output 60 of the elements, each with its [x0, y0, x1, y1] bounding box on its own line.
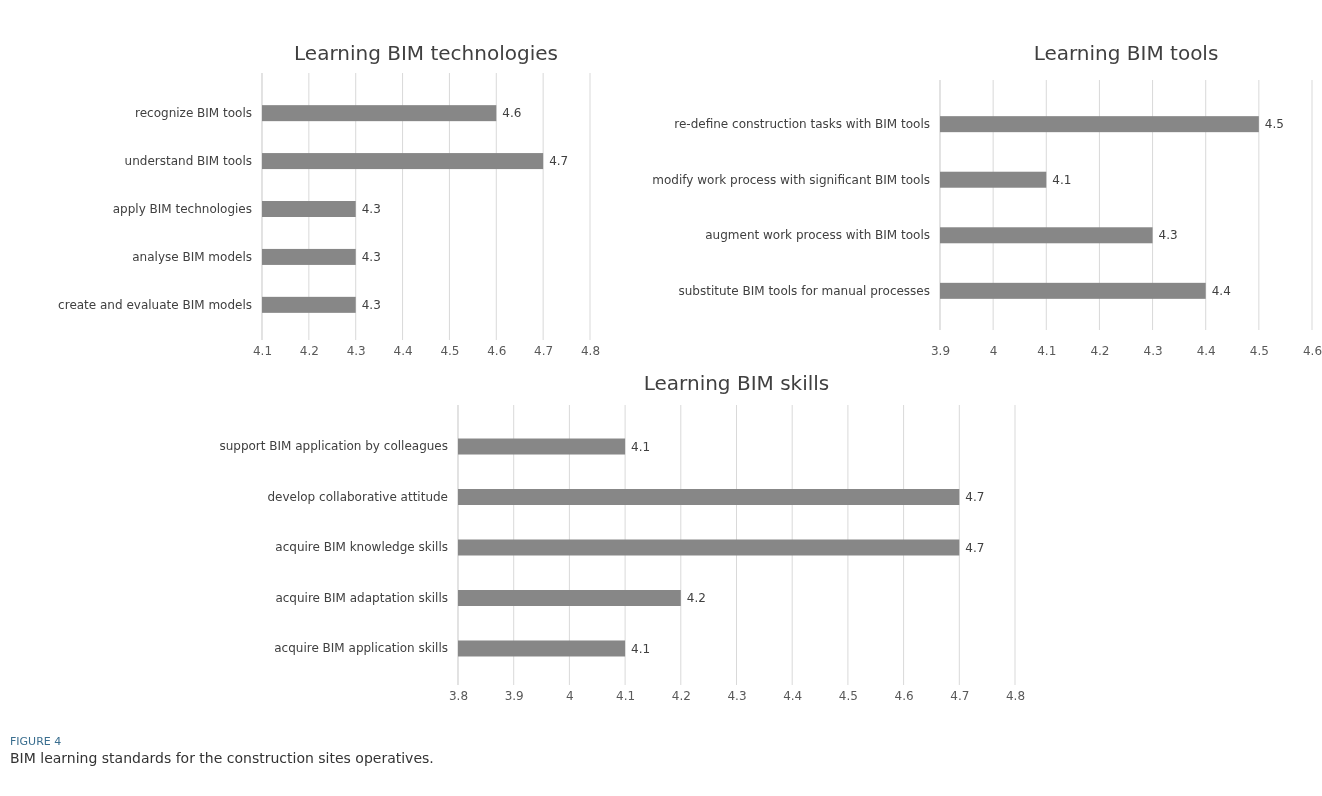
x-tick-label: 4.5	[440, 343, 460, 358]
x-tick-label: 4.4	[1196, 343, 1216, 358]
y-tick-label: support BIM application by colleagues	[219, 439, 448, 454]
x-tick-label: 3.9	[504, 688, 524, 703]
data-label: 4.1	[631, 439, 651, 454]
x-tick-label: 4.4	[393, 343, 413, 358]
x-tick-label: 4.7	[950, 688, 970, 703]
caption: FIGURE 4	[10, 735, 62, 748]
y-tick-label: acquire BIM adaptation skills	[275, 590, 448, 605]
x-tick-label: 4.1	[616, 688, 636, 703]
y-tick-label: analyse BIM models	[132, 249, 252, 264]
y-tick-label: acquire BIM knowledge skills	[275, 540, 448, 555]
x-tick-label: 4.8	[580, 343, 601, 358]
data-label: 4.2	[686, 591, 706, 606]
x-tick-label: 4.6	[487, 343, 507, 358]
y-tick-label: substitute BIM tools for manual processes	[678, 283, 930, 298]
y-tick-label: augment work process with BIM tools	[705, 228, 930, 243]
data-label: 4.1	[631, 641, 651, 656]
x-tick-label: 4.2	[1090, 343, 1110, 358]
y-tick-label: acquire BIM application skills	[274, 641, 448, 656]
y-tick-label: modify work process with significant BIM tools	[652, 172, 930, 187]
data-label: 4.3	[361, 298, 381, 313]
x-tick-label: 4.1	[1037, 343, 1057, 358]
data-label: 4.4	[1211, 284, 1231, 299]
text: BIM learning standards for the construction sites operatives.	[10, 750, 434, 766]
x-tick-label: 4.5	[838, 688, 858, 703]
x-tick-label: 4	[566, 688, 574, 703]
data-label: 4.3	[361, 202, 381, 217]
y-tick-label: understand BIM tools	[124, 153, 252, 168]
x-tick-label: 4.5	[1249, 343, 1269, 358]
data-label: 4.3	[1158, 228, 1178, 243]
x-tick-label: 3.9	[930, 343, 951, 358]
chart-title: Learning BIM tools	[1033, 41, 1219, 65]
y-tick-label: apply BIM technologies	[112, 201, 252, 216]
x-tick-label: 4.2	[671, 688, 691, 703]
chart-title: Learning BIM skills	[643, 371, 830, 395]
y-tick-label: create and evaluate BIM models	[58, 297, 252, 312]
data-label: 4.7	[965, 540, 985, 555]
x-tick-label: 4.2	[299, 343, 319, 358]
x-tick-label: 3.8	[448, 688, 469, 703]
x-tick-label: 4.6	[1302, 343, 1322, 358]
x-tick-label: 4.6	[894, 688, 914, 703]
data-label: 4.7	[549, 154, 569, 169]
chart-title: Learning BIM technologies	[294, 41, 558, 65]
x-tick-label: 4.8	[1005, 688, 1026, 703]
y-tick-label: develop collaborative attitude	[267, 489, 448, 504]
x-tick-label: 4.1	[252, 343, 273, 358]
x-tick-label: 4.4	[783, 688, 803, 703]
y-tick-label: recognize BIM tools	[135, 106, 252, 120]
data-label: 4.5	[1264, 117, 1284, 132]
data-label: 4.3	[361, 250, 381, 265]
x-tick-label: 4.3	[727, 688, 747, 703]
x-tick-label: 4	[989, 343, 998, 358]
x-tick-label: 4.3	[346, 343, 366, 358]
data-label: 4.6	[502, 106, 522, 121]
x-tick-label: 4.7	[534, 343, 554, 358]
x-tick-label: 4.3	[1143, 343, 1163, 358]
data-label: 4.1	[1052, 172, 1072, 187]
data-label: 4.7	[965, 490, 985, 505]
y-tick-label: re-define construction tasks with BIM tools	[674, 117, 930, 132]
